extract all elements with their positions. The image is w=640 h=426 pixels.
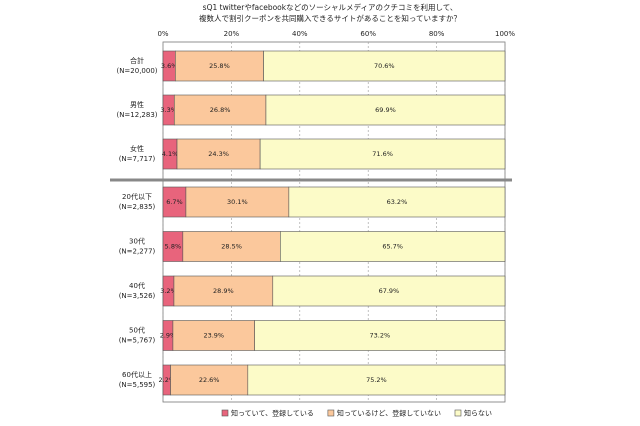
value-label: 2.9% xyxy=(160,332,177,340)
category-n: (N=12,283) xyxy=(116,111,157,119)
x-tick-label: 100% xyxy=(495,30,515,38)
value-label: 71.6% xyxy=(372,150,393,158)
category-n: (N=2,835) xyxy=(119,203,156,211)
value-label: 28.9% xyxy=(213,287,234,295)
legend-label: 知っていて、登録している xyxy=(231,409,314,418)
category-n: (N=7,717) xyxy=(119,155,156,163)
legend-label: 知らない xyxy=(464,409,492,418)
x-tick-label: 20% xyxy=(224,30,240,38)
legend-swatch xyxy=(327,409,335,417)
value-label: 23.9% xyxy=(203,332,224,340)
chart-title: sQ1 twitterやfacebookなどのソーシャルメディアのクチコミを利用… xyxy=(203,2,458,12)
value-label: 63.2% xyxy=(387,198,408,206)
bar-segment xyxy=(172,320,255,351)
value-label: 24.3% xyxy=(208,150,229,158)
value-label: 73.2% xyxy=(369,332,390,340)
bar-segment xyxy=(263,50,506,82)
category-n: (N=5,595) xyxy=(119,381,156,389)
bar-segment xyxy=(288,186,506,218)
bar-segment xyxy=(259,138,506,170)
value-label: 65.7% xyxy=(382,243,403,251)
bar-segment xyxy=(182,231,281,262)
value-label: 3.6% xyxy=(161,62,178,70)
category-label: 60代以上 xyxy=(122,370,152,379)
value-label: 75.2% xyxy=(366,376,387,384)
bar-segment xyxy=(254,320,506,351)
category-label: 女性 xyxy=(130,144,144,153)
bar-segment xyxy=(185,186,290,218)
category-n: (N=3,526) xyxy=(119,292,156,300)
value-label: 26.8% xyxy=(210,106,231,114)
value-label: 70.6% xyxy=(374,62,395,70)
bar-segment xyxy=(272,275,506,307)
bar-segment xyxy=(175,50,264,82)
value-label: 30.1% xyxy=(227,198,248,206)
category-label: 20代以下 xyxy=(122,192,152,201)
category-label: 男性 xyxy=(130,100,144,109)
x-tick-label: 80% xyxy=(429,30,445,38)
x-tick-label: 0% xyxy=(157,30,168,38)
value-label: 4.1% xyxy=(162,150,179,158)
value-label: 22.6% xyxy=(199,376,220,384)
legend-swatch xyxy=(221,409,229,417)
value-label: 69.9% xyxy=(375,106,396,114)
value-label: 67.9% xyxy=(379,287,400,295)
value-label: 28.5% xyxy=(221,243,242,251)
bar-segment xyxy=(265,94,506,126)
category-label: 合計 xyxy=(130,56,144,65)
x-tick-label: 60% xyxy=(360,30,376,38)
value-label: 25.8% xyxy=(209,62,230,70)
bar-segment xyxy=(170,364,249,396)
bar-segment xyxy=(173,275,274,307)
bar-segment xyxy=(247,364,506,396)
value-label: 3.2% xyxy=(160,287,177,295)
value-label: 5.8% xyxy=(165,243,182,251)
value-label: 6.7% xyxy=(166,198,183,206)
value-label: 2.2% xyxy=(159,376,176,384)
legend-label: 知っているけど、登録していない xyxy=(337,409,441,418)
category-n: (N=5,767) xyxy=(119,337,156,345)
bar-segment xyxy=(173,94,267,126)
legend-swatch xyxy=(454,409,462,417)
category-label: 50代 xyxy=(129,326,145,335)
category-label: 30代 xyxy=(129,237,145,246)
bar-segment xyxy=(280,231,506,262)
x-tick-label: 40% xyxy=(292,30,308,38)
category-n: (N=2,277) xyxy=(119,248,156,256)
bar-segment xyxy=(176,138,261,170)
chart-title: 複数人で割引クーポンを共同購入できるサイトがあることを知っていますか？ xyxy=(199,13,461,23)
category-label: 40代 xyxy=(129,281,145,290)
value-label: 3.3% xyxy=(160,106,177,114)
category-n: (N=20,000) xyxy=(116,67,157,75)
